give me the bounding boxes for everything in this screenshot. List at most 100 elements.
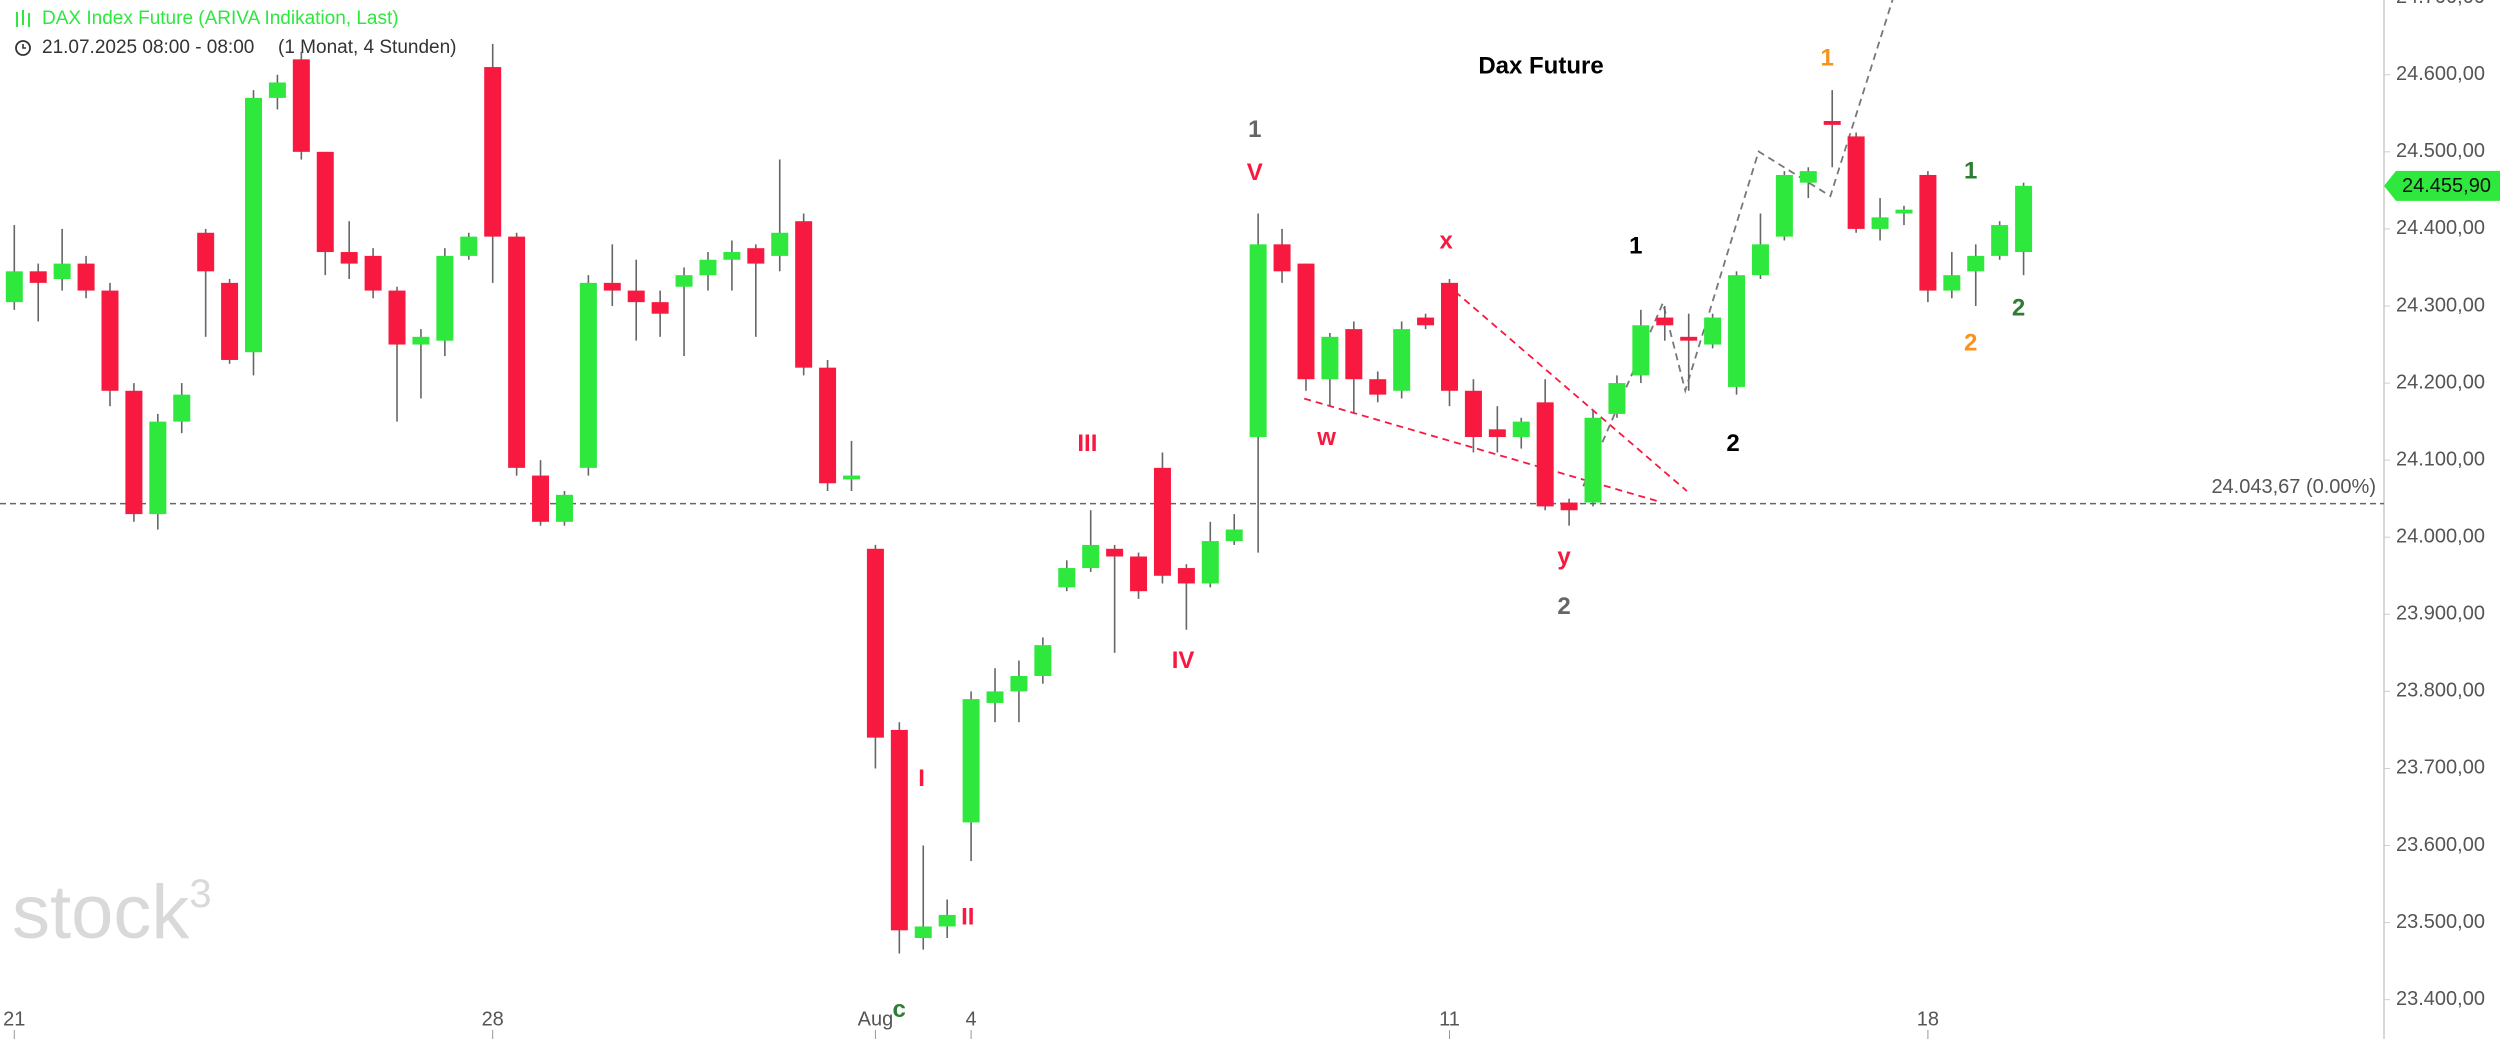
candle-body [1345,329,1363,380]
candle-body [1297,263,1315,380]
candle-body [1130,556,1148,592]
candle-body [1417,317,1435,326]
x-tick-label: 11 [1439,1008,1460,1030]
candle-body [986,691,1004,703]
wave-label: x [1439,228,1453,255]
candle-body [268,82,286,98]
y-tick-label: 24.100,00 [2396,448,2485,470]
wave-label: 1 [1629,232,1642,259]
candle-body [340,252,358,264]
candle-body [460,236,478,256]
y-tick-label: 24.000,00 [2396,526,2485,548]
candle-body [627,290,645,303]
candle-body [1464,390,1482,438]
last-price-tag [2384,170,2500,201]
candle-body [508,236,526,468]
chart-title: Dax Future [1478,52,1603,79]
reference-label: 24.043,67 (0.00%) [2211,476,2376,498]
candle-body [890,729,908,931]
candle-body [1799,171,1817,183]
y-tick-label: 23.900,00 [2396,603,2485,625]
wave-label: y [1557,543,1571,570]
candle-body [1680,336,1698,341]
candle-body [1488,429,1506,438]
candle-body [699,259,717,276]
candle-body [1608,383,1626,414]
candle-body [1632,325,1650,376]
candle-body [1082,544,1100,569]
y-tick-label: 23.400,00 [2396,988,2485,1010]
x-tick-label: 21 [3,1008,25,1030]
x-tick-label: 18 [1917,1008,1939,1030]
candle-body [1512,421,1530,438]
wave-label: V [1247,159,1263,186]
header-icon [16,10,30,27]
clock-hand [22,44,26,49]
wave-label: 1 [1248,116,1261,143]
candle-body [77,263,95,291]
candle-body [1823,121,1841,125]
watermark-sup: 3 [189,872,211,916]
candle-body [484,67,502,237]
candle-body [1775,174,1793,237]
candle-body [53,263,71,280]
candle-body [1847,136,1865,229]
y-tick-label: 23.600,00 [2396,834,2485,856]
timestamp: 21.07.2025 08:00 - 08:00 [42,37,254,58]
candle-body [1871,217,1889,229]
candle-body [1656,317,1674,326]
y-tick-label: 24.400,00 [2396,217,2485,239]
candle-body [1441,282,1458,391]
candle-body [675,275,693,287]
candle-body [723,252,741,260]
candle-body [1010,675,1028,692]
candle-body [2015,185,2033,253]
candle-body [364,255,382,291]
candle-body [1943,275,1961,291]
candle-body [962,699,980,823]
candle-body [747,248,765,264]
wave-label: I [918,765,925,792]
candle-body [843,475,860,480]
candle-body [197,232,215,272]
wave-label: III [1077,430,1097,457]
y-tick-label: 24.700,00 [2396,0,2485,8]
candle-body [1895,209,1913,214]
wave-label: 2 [1557,593,1570,620]
candle-body [914,926,932,939]
wave-label: 1 [1964,158,1977,185]
candle-body [1393,329,1411,391]
y-tick-label: 23.500,00 [2396,911,2485,933]
candle-body [1751,244,1769,276]
candle-body [125,390,143,515]
candle-body [316,151,334,253]
candle-body [221,282,239,360]
wave-label: 2 [2012,295,2025,322]
y-tick-label: 24.500,00 [2396,140,2485,162]
x-tick-label: 4 [966,1008,977,1030]
period: (1 Monat, 4 Stunden) [278,37,457,58]
trend-line [1445,283,1688,492]
candle-body [173,394,191,422]
instrument: DAX Index Future (ARIVA Indikation, Last… [42,8,399,29]
candle-body [5,271,23,303]
wave-label: IV [1172,647,1195,674]
candle-body [1273,244,1291,272]
candle-body [29,271,47,283]
candle-body [866,548,884,738]
candle-body [1249,244,1267,438]
candle-body [292,59,310,152]
last-price-label: 24.455,90 [2402,175,2491,197]
candle-body [1201,541,1219,584]
candle-body [101,290,119,391]
candle-body [938,914,956,927]
y-tick-label: 24.600,00 [2396,63,2485,85]
candle-body [436,255,454,341]
wave-label: 1 [1821,44,1834,71]
candle-body [388,290,406,345]
y-tick-label: 24.200,00 [2396,371,2485,393]
candle-body [771,232,789,256]
candle-body [603,282,621,291]
candle-body [1153,467,1171,576]
